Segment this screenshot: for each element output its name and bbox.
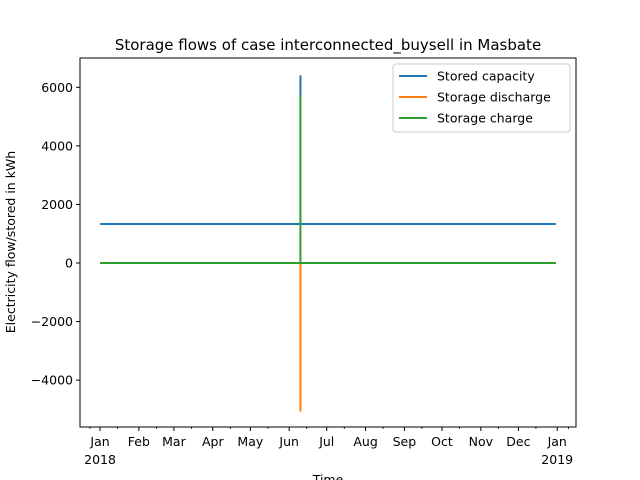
y-axis-title: Electricity flow/stored in kWh [3,151,18,333]
series-line-0 [100,75,556,226]
x-axis-title: Time [312,472,344,480]
x-tick-label: Jan [547,434,567,449]
legend-label-0: Stored capacity [437,69,535,84]
x-tick-label: Jun [278,434,299,449]
x-tick-year-label: 2019 [541,452,573,467]
axes-frame [79,57,577,428]
y-tick-label: −2000 [31,314,73,329]
x-tick-label: Feb [128,434,150,449]
plot-area [100,75,556,412]
x-tick-label: Oct [431,434,453,449]
x-tick-label: Nov [469,434,494,449]
y-tick-label: −4000 [31,373,73,388]
y-tick-label: 0 [65,256,73,271]
axes: −4000 −2000 0 2000 4000 6000 Jan 2018 Feb Mar Apr M… [31,57,577,467]
y-tick-label: 6000 [41,80,73,95]
x-tick-label: Apr [202,434,224,449]
legend-label-1: Storage discharge [437,90,551,105]
legend: Stored capacity Storage discharge Storage … [392,63,571,133]
x-tick-label: Jul [318,434,334,449]
x-tick-label: Mar [162,434,186,449]
x-tick-label: Sep [393,434,417,449]
x-tick-label: Jan [89,434,109,449]
chart-title: Storage flows of case interconnected_buy… [115,36,541,55]
series-line-2 [100,95,556,264]
x-tick-label: May [237,434,263,449]
legend-label-2: Storage charge [437,111,533,126]
y-tick-label: 2000 [41,197,73,212]
series-line-1 [100,262,556,412]
y-tick-label: 4000 [41,138,73,153]
x-tick-label: Aug [353,434,377,449]
x-tick-label: Dec [506,434,530,449]
x-tick-year-label: 2018 [84,452,116,467]
legend-box [392,63,571,133]
